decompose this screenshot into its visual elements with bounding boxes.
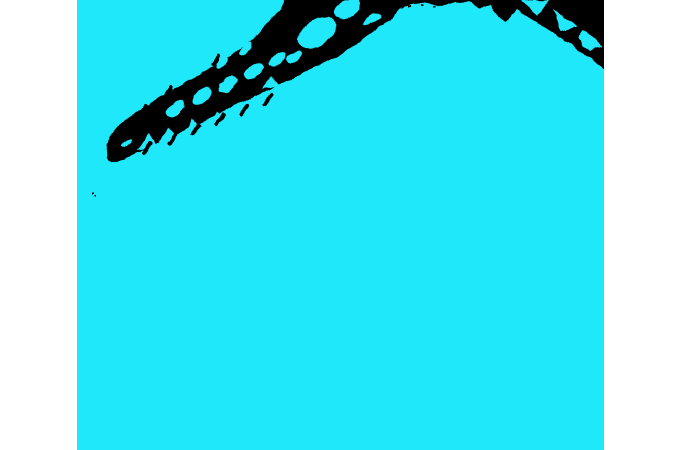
chord-stub [239,103,249,116]
right-arm-silhouette [468,0,604,69]
lower-lattice-hole [137,134,157,150]
isolated-speck [95,195,97,197]
upper-lattice-slit [215,55,229,69]
chord-stub [167,132,177,145]
boom-tip-hole [121,138,133,148]
mid-lattice-hole [244,62,264,80]
chord-stub [138,104,147,116]
strip-speck [421,5,424,7]
strip-speck [434,6,436,8]
apex-top-hole [333,0,361,20]
chord-stub [142,142,152,155]
right-arm-hole [521,0,549,16]
isolated-speck [92,192,95,194]
cyan-backdrop [77,0,604,450]
chord-stub [215,113,225,126]
left-boom-silhouette [106,0,404,162]
mid-lattice-hole [192,87,212,105]
right-arm-hole [553,9,578,31]
right-arm-hole [567,49,589,60]
chord-stub [211,54,220,66]
upper-lattice-slit [239,42,253,56]
mid-lattice-hole [218,75,238,93]
lower-lattice-hole [252,95,274,108]
lower-lattice-hole [183,119,203,134]
strip-speck [408,6,411,8]
apex-large-hole [298,17,336,49]
apex-slit-hole [363,12,381,26]
mid-lattice-hole [165,100,185,118]
lower-lattice-hole [262,76,280,88]
chord-stub [191,123,201,136]
lower-lattice-hole [206,111,227,126]
chord-stub [164,86,173,98]
top-edge-strip [398,0,470,9]
apex-small-hole [286,50,302,64]
structure-layer [92,0,604,197]
backdrop-layer [77,0,604,450]
chord-stub [263,93,273,106]
mid-lattice-hole [269,51,287,67]
right-arm-hole [578,29,603,51]
lower-lattice-hole [229,103,251,117]
